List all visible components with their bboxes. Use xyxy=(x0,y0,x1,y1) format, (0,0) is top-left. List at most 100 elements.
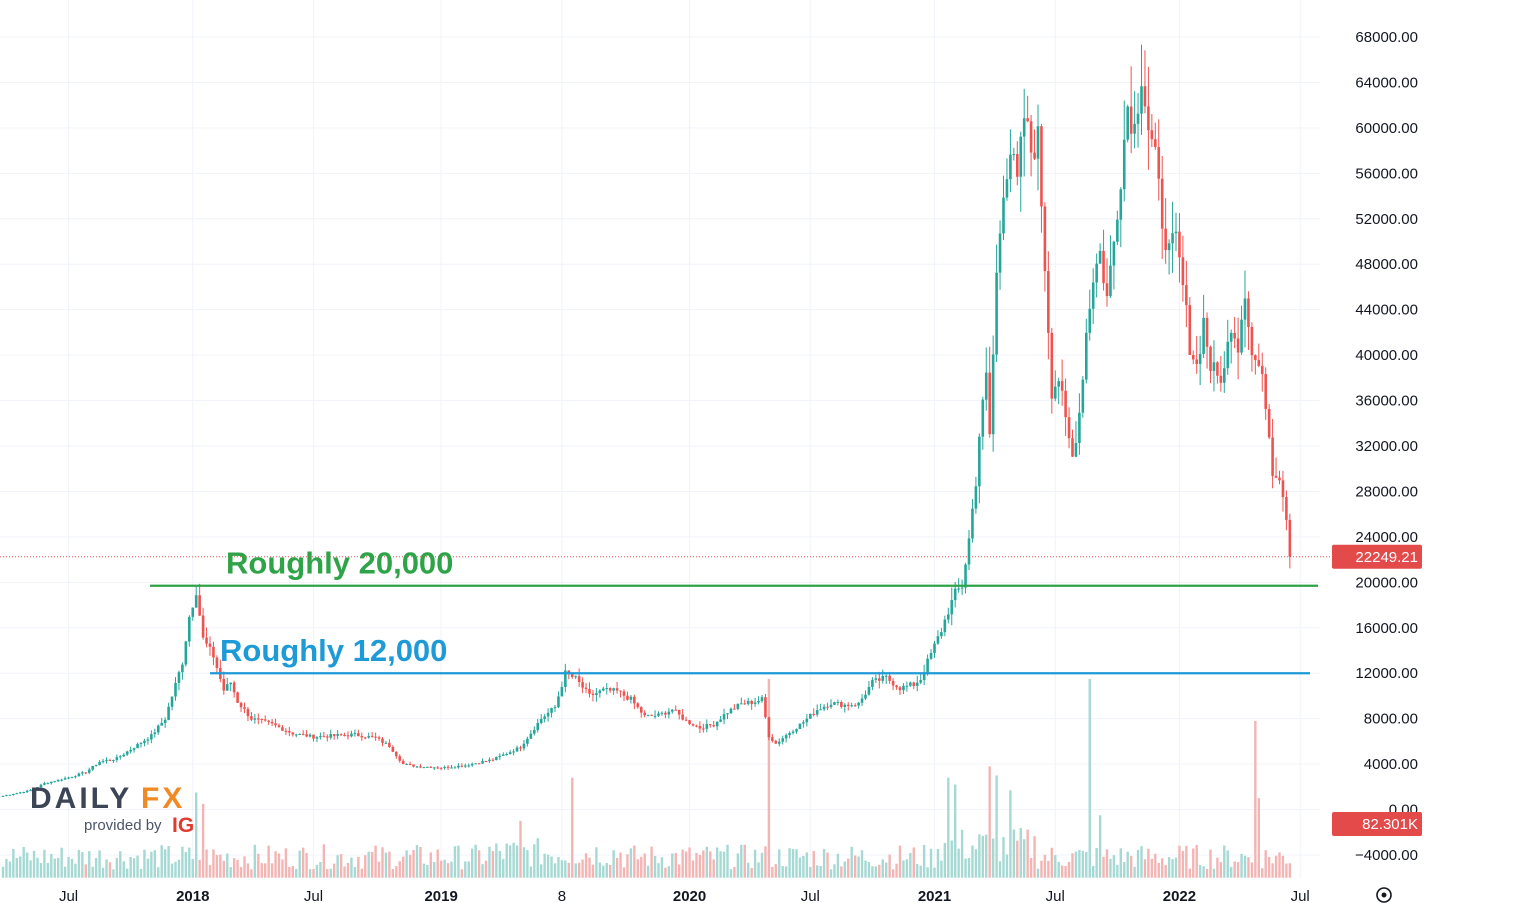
volume-bar xyxy=(1202,866,1205,878)
candle-body xyxy=(829,704,833,707)
candle-body xyxy=(981,399,985,437)
candle-body xyxy=(225,684,229,691)
volume-bar xyxy=(781,866,784,878)
volume-bar xyxy=(70,858,74,878)
volume-bar xyxy=(995,775,998,878)
candle-body xyxy=(1205,317,1209,347)
volume-bar xyxy=(557,857,560,878)
volume-bar xyxy=(919,865,922,878)
candle-body xyxy=(722,714,726,720)
candle-body xyxy=(788,732,791,736)
volume-bar xyxy=(184,852,188,878)
candle-body xyxy=(933,643,936,653)
volume-bar xyxy=(305,852,308,878)
candle-body xyxy=(12,793,15,795)
candle-body xyxy=(232,682,236,693)
candle-body xyxy=(519,747,522,749)
candle-body xyxy=(1033,152,1036,159)
volume-bar xyxy=(840,866,843,878)
volume-bar xyxy=(747,862,750,878)
volume-bar xyxy=(688,847,691,878)
volume-bar xyxy=(450,861,453,878)
volume-bar xyxy=(308,869,312,878)
candle-body xyxy=(771,737,774,741)
volume-bar xyxy=(188,847,191,878)
volume-bar xyxy=(246,863,250,878)
volume-bar xyxy=(195,792,198,878)
y-tick-label: 40000.00 xyxy=(1355,347,1418,364)
logo-brand-right: FX xyxy=(141,782,185,815)
candle-body xyxy=(1112,241,1116,266)
candle-body xyxy=(978,436,981,487)
candle-body xyxy=(177,672,181,683)
candle-body xyxy=(115,757,119,760)
volume-bar xyxy=(122,861,125,878)
volume-bar xyxy=(588,857,591,878)
candle-body xyxy=(846,704,850,706)
volume-bar xyxy=(722,851,726,878)
candle-body xyxy=(194,595,198,608)
candle-body xyxy=(605,688,609,690)
volume-bar xyxy=(474,844,477,878)
candle-body xyxy=(1,795,5,797)
candle-body xyxy=(550,708,553,713)
candle-body xyxy=(1195,359,1198,364)
candle-body xyxy=(643,712,646,716)
candle-body xyxy=(964,564,967,588)
price-tags: 22249.21 82.301K xyxy=(1332,544,1422,836)
volume-bar xyxy=(609,864,612,878)
last-price-tag xyxy=(1332,544,1422,569)
volume-bar xyxy=(602,865,605,878)
x-tick-label: Jul xyxy=(59,888,78,903)
candle-body xyxy=(1074,443,1078,457)
y-axis[interactable]: 68000.00 64000.00 60000.00 56000.00 52000.00… xyxy=(1355,29,1418,864)
candle-body xyxy=(1009,154,1012,180)
candle-body xyxy=(874,678,878,680)
x-axis[interactable]: Jul 2018 Jul 2019 8 2020 Jul 2021 Jul 2022 Jul xyxy=(59,888,1310,903)
candle-body xyxy=(260,718,264,720)
candle-body xyxy=(1064,390,1067,418)
volume-bar xyxy=(1267,857,1271,878)
candle-body xyxy=(1105,283,1109,297)
y-tick-label: 28000.00 xyxy=(1355,483,1418,500)
candle-body xyxy=(22,792,25,794)
candle-body xyxy=(695,725,698,727)
candle-body xyxy=(270,721,274,724)
volume-bar xyxy=(826,852,829,878)
candle-body xyxy=(767,717,771,738)
volume-bar xyxy=(1188,868,1191,878)
volume-bar xyxy=(315,864,319,878)
volume-bar xyxy=(460,869,464,878)
volume-bar xyxy=(633,845,636,878)
candle-body xyxy=(622,691,626,696)
settings-icon[interactable] xyxy=(1376,887,1392,903)
candle-body xyxy=(484,761,488,763)
volume-bar xyxy=(922,845,926,878)
volume-bar xyxy=(1167,857,1171,878)
candle-body xyxy=(370,736,374,738)
candle-body xyxy=(743,703,747,705)
candle-body xyxy=(960,587,964,589)
volume-bar xyxy=(940,860,943,878)
volume-bar xyxy=(295,869,298,878)
volume-bar xyxy=(46,862,50,878)
volume-bar xyxy=(1195,844,1198,878)
candle-body xyxy=(691,724,695,726)
volume-bar xyxy=(1230,866,1233,878)
candle-body xyxy=(864,694,867,699)
candle-body xyxy=(1174,231,1178,234)
candle-body xyxy=(53,781,57,783)
candle-body xyxy=(174,682,177,697)
candle-body xyxy=(581,682,584,688)
volume-bar xyxy=(74,863,77,878)
volume-bar xyxy=(526,850,529,878)
volume-bar xyxy=(778,849,781,878)
candle-body xyxy=(105,760,108,762)
candle-body xyxy=(205,637,208,644)
candle-body xyxy=(432,767,436,769)
candle-body xyxy=(546,712,550,717)
volume-bar xyxy=(791,849,795,878)
volume-bar xyxy=(1067,861,1071,878)
candle-body xyxy=(1088,308,1092,333)
